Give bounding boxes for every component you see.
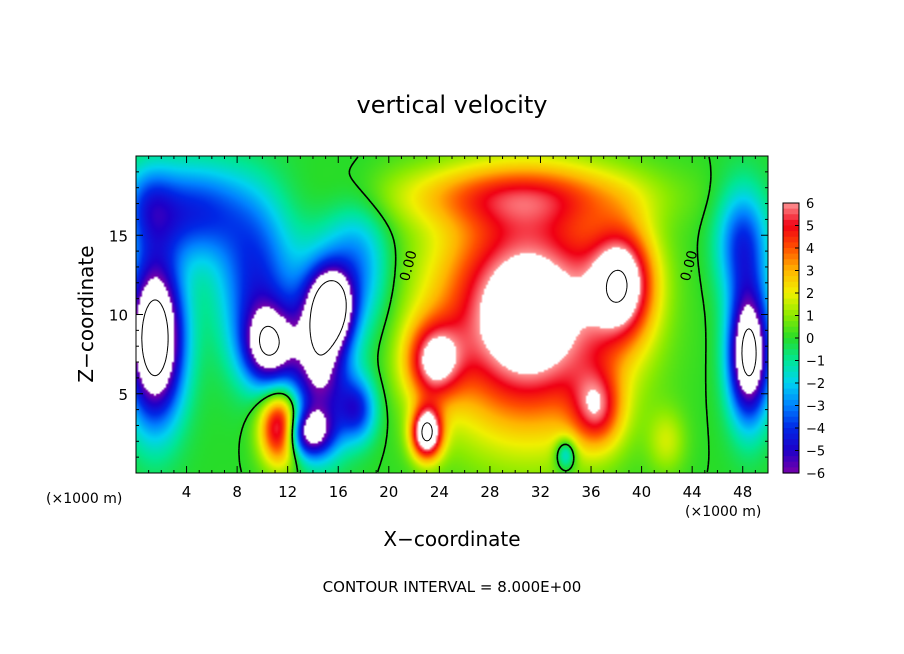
colorbar-swatch [783, 242, 799, 249]
colorbar-tick-label: −1 [806, 355, 825, 370]
colorbar-swatch [783, 377, 799, 384]
contour-positive [421, 269, 628, 442]
contour-zero [238, 156, 712, 473]
colorbar: 6 5 4 3 2 1 0 −1 −2 −3 −4 −5 −6 [782, 197, 825, 482]
colorbar-tick-label: 4 [806, 242, 814, 257]
colorbar-tick-label: −2 [806, 377, 825, 392]
x-tick-label-16: 16 [329, 483, 348, 501]
x-tick-label-8: 8 [232, 483, 242, 501]
colorbar-swatch [783, 450, 799, 457]
colorbar-ticks: 6 5 4 3 2 1 0 −1 −2 −3 −4 −5 −6 [795, 197, 825, 482]
colorbar-swatch [783, 411, 799, 418]
colorbar-swatch [783, 293, 799, 300]
colorbar-swatch [783, 253, 799, 260]
colorbar-tick-label: −3 [806, 400, 825, 415]
colorbar-swatch [783, 343, 799, 350]
colorbar-swatch [783, 338, 799, 345]
colorbar-tick-label: 2 [806, 287, 814, 302]
colorbar-swatch [783, 287, 799, 294]
colorbar-swatch [783, 444, 799, 452]
x-tick-label-48: 48 [733, 483, 752, 501]
y-tick-label-10: 10 [109, 307, 128, 325]
colorbar-swatch [783, 383, 799, 390]
x-tick-label-36: 36 [581, 483, 600, 501]
colorbar-swatch [783, 360, 799, 367]
colorbar-swatch [783, 371, 799, 378]
colorbar-tick-label: 5 [806, 220, 814, 235]
colorbar-swatch [783, 208, 799, 215]
colorbar-swatches [783, 203, 799, 474]
contour-labels: 0.00 0.00 [397, 249, 701, 283]
colorbar-tick-label: 3 [806, 265, 814, 280]
colorbar-swatch [783, 225, 799, 232]
colorbar-tick-label: 6 [806, 197, 814, 212]
colorbar-swatch [783, 428, 799, 435]
colorbar-swatch [783, 388, 799, 395]
colorbar-swatch [783, 315, 799, 322]
colorbar-swatch [783, 461, 799, 468]
colorbar-swatch [783, 394, 799, 401]
x-tick-label-20: 20 [379, 483, 398, 501]
colorbar-swatch [783, 219, 799, 227]
x-tick-label-12: 12 [278, 483, 297, 501]
x-axis-unit-right: (×1000 m) [685, 504, 761, 520]
x-axis-unit-left: (×1000 m) [46, 491, 122, 507]
colorbar-swatch [783, 203, 799, 210]
plot-area: 0.00 0.00 [135, 155, 769, 474]
colorbar-swatch [783, 422, 799, 429]
colorbar-swatch [783, 326, 799, 333]
colorbar-swatch [783, 304, 799, 311]
colorbar-swatch [783, 439, 799, 446]
x-tick-label-24: 24 [430, 483, 449, 501]
x-tick-label-40: 40 [632, 483, 651, 501]
x-tick-label-4: 4 [182, 483, 192, 501]
x-tick-label-44: 44 [683, 483, 702, 501]
colorbar-swatch [783, 467, 799, 474]
colorbar-swatch [783, 332, 799, 339]
colorbar-swatch [783, 354, 799, 362]
colorbar-tick-label: −6 [806, 467, 825, 482]
contour-interval-note: CONTOUR INTERVAL = 8.000E+00 [323, 578, 582, 596]
colorbar-swatch [783, 298, 799, 305]
colorbar-swatch [783, 264, 799, 272]
colorbar-tick-label: −4 [806, 422, 825, 437]
colorbar-swatch [783, 416, 799, 423]
colorbar-tick-label: 1 [806, 310, 814, 325]
colorbar-swatch [783, 231, 799, 238]
colorbar-swatch [783, 399, 799, 407]
colorbar-swatch [783, 236, 799, 243]
y-tick-label-5: 5 [118, 386, 128, 404]
colorbar-swatch [783, 270, 799, 277]
colorbar-swatch [783, 456, 799, 463]
y-tick-label-15: 15 [109, 227, 128, 245]
colorbar-tick-label: 0 [806, 332, 814, 347]
colorbar-swatch [783, 259, 799, 266]
x-axis-label: X−coordinate [383, 527, 520, 551]
colorbar-swatch [783, 321, 799, 328]
colorbar-swatch [783, 433, 799, 440]
velocity-field [136, 156, 768, 473]
colorbar-swatch [783, 276, 799, 283]
colorbar-swatch [783, 214, 799, 221]
contour-label-1: 0.00 [678, 249, 702, 283]
contour-lines [141, 156, 757, 473]
y-axis-label: Z−coordinate [74, 245, 98, 382]
contour-negative [141, 280, 757, 377]
colorbar-swatch [783, 248, 799, 255]
x-axis-ticks: 4 8 12 16 20 24 28 32 36 40 44 48 [148, 156, 756, 501]
contour-label-0: 0.00 [397, 249, 421, 283]
colorbar-swatch [783, 309, 799, 317]
x-tick-label-32: 32 [531, 483, 550, 501]
colorbar-tick-label: −5 [806, 445, 825, 460]
colorbar-swatch [783, 405, 799, 412]
x-tick-label-28: 28 [480, 483, 499, 501]
y-axis-ticks: 5 10 15 [109, 171, 768, 458]
colorbar-swatch [783, 366, 799, 373]
colorbar-swatch [783, 349, 799, 356]
colorbar-swatch [783, 281, 799, 288]
chart-title: vertical velocity [357, 91, 548, 119]
